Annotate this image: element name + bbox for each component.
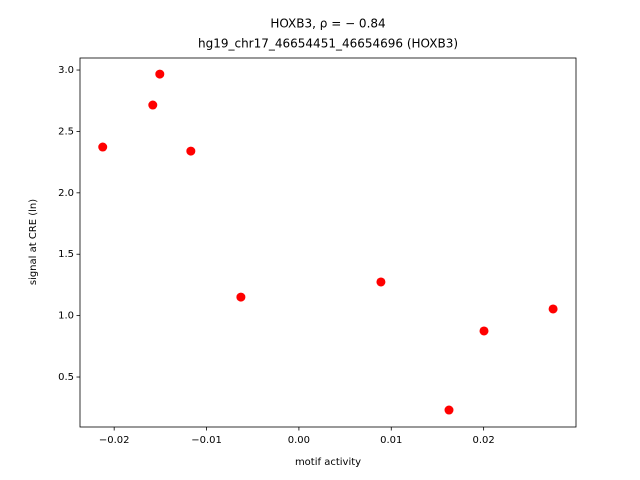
point	[444, 405, 454, 415]
x-tick-label: 0.01	[380, 435, 402, 446]
y-tick-label: 2.5	[58, 126, 74, 137]
y-tick-label: 1.5	[58, 249, 74, 260]
point	[548, 304, 558, 314]
x-tick-label: −0.01	[191, 435, 222, 446]
chart-title: HOXB3, ρ = − 0.84	[270, 17, 385, 31]
y-tick-label: 1.0	[58, 311, 74, 322]
point	[186, 146, 196, 156]
chart-subtitle: hg19_chr17_46654451_46654696 (HOXB3)	[198, 37, 458, 51]
x-tick-label: 0.02	[473, 435, 495, 446]
x-tick-label: 0.00	[288, 435, 310, 446]
x-tick-label: −0.02	[99, 435, 130, 446]
point	[236, 292, 246, 302]
y-axis-label: signal at CRE (ln)	[28, 199, 39, 285]
y-tick-label: 0.5	[58, 372, 74, 383]
point	[148, 100, 158, 110]
point	[98, 142, 108, 152]
y-tick-label: 3.0	[58, 65, 74, 76]
point	[479, 326, 489, 336]
y-tick-label: 2.0	[58, 188, 74, 199]
plot-frame	[79, 57, 577, 428]
point	[155, 69, 165, 79]
x-axis-label: motif activity	[295, 457, 361, 468]
point	[376, 277, 386, 287]
